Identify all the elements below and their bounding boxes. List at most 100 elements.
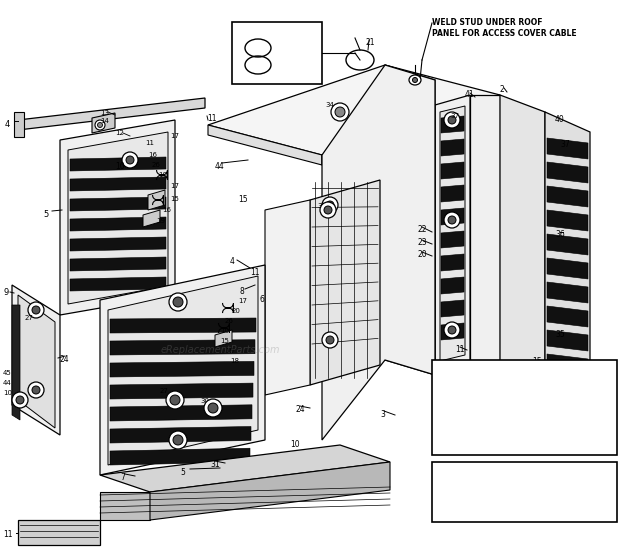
Text: 42: 42 <box>291 44 301 53</box>
Text: eReplacementParts.com: eReplacementParts.com <box>160 345 280 355</box>
Polygon shape <box>441 139 464 156</box>
Text: 21: 21 <box>236 25 249 34</box>
Text: 36: 36 <box>555 230 565 239</box>
Text: 8: 8 <box>240 287 245 296</box>
Circle shape <box>169 293 187 311</box>
Circle shape <box>16 396 24 404</box>
Bar <box>14 112 24 137</box>
Polygon shape <box>70 177 166 191</box>
Polygon shape <box>545 112 590 400</box>
Polygon shape <box>70 237 166 251</box>
Circle shape <box>326 336 334 344</box>
Circle shape <box>444 322 460 338</box>
Text: USE LOCTITE ON: USE LOCTITE ON <box>437 479 508 488</box>
Circle shape <box>122 152 138 168</box>
Circle shape <box>448 116 456 124</box>
Text: NOTE:: NOTE: <box>437 467 466 476</box>
Circle shape <box>208 403 218 413</box>
Text: 41: 41 <box>465 90 475 99</box>
Text: 10: 10 <box>3 390 12 396</box>
Polygon shape <box>70 157 166 171</box>
Circle shape <box>169 431 187 449</box>
Bar <box>432 462 617 522</box>
Text: WELD STUD UNDER ROOF: WELD STUD UNDER ROOF <box>432 18 543 27</box>
Circle shape <box>32 386 40 394</box>
Circle shape <box>448 216 456 224</box>
Polygon shape <box>18 98 205 130</box>
Circle shape <box>322 332 338 348</box>
Circle shape <box>326 201 334 209</box>
Text: NOTE:: NOTE: <box>465 366 494 375</box>
Polygon shape <box>110 448 250 465</box>
Polygon shape <box>92 113 115 133</box>
Polygon shape <box>441 231 464 248</box>
Polygon shape <box>70 217 166 231</box>
Circle shape <box>12 392 28 408</box>
Polygon shape <box>470 95 500 365</box>
Polygon shape <box>547 330 588 351</box>
Bar <box>432 360 617 455</box>
Polygon shape <box>547 186 588 207</box>
Polygon shape <box>441 254 464 271</box>
Text: 11: 11 <box>447 380 457 389</box>
Text: 22: 22 <box>417 225 427 234</box>
Polygon shape <box>547 282 588 303</box>
Polygon shape <box>547 258 588 279</box>
Polygon shape <box>547 354 588 375</box>
Text: 37: 37 <box>450 113 459 119</box>
Polygon shape <box>265 200 310 395</box>
Text: 43: 43 <box>291 26 301 35</box>
Text: 15: 15 <box>220 338 229 344</box>
Circle shape <box>331 103 349 121</box>
Text: 2: 2 <box>500 85 505 94</box>
Circle shape <box>204 399 222 417</box>
Circle shape <box>28 382 44 398</box>
Text: 6: 6 <box>260 295 265 304</box>
Polygon shape <box>441 185 464 202</box>
Text: 11: 11 <box>145 140 154 146</box>
Text: 37: 37 <box>560 140 570 149</box>
Polygon shape <box>440 106 465 361</box>
Text: 15: 15 <box>238 195 247 204</box>
Polygon shape <box>500 95 545 382</box>
Text: 3: 3 <box>380 410 385 419</box>
Circle shape <box>166 391 184 409</box>
Polygon shape <box>18 295 55 428</box>
Text: 26: 26 <box>225 318 234 324</box>
Text: 17: 17 <box>238 298 247 304</box>
Circle shape <box>173 297 183 307</box>
Text: 10: 10 <box>158 172 167 178</box>
Polygon shape <box>100 445 390 492</box>
Text: 13: 13 <box>100 110 109 116</box>
Text: 9: 9 <box>3 288 8 297</box>
Text: 20: 20 <box>232 308 241 314</box>
Text: 27: 27 <box>25 315 34 321</box>
Circle shape <box>444 112 460 128</box>
Polygon shape <box>441 116 464 133</box>
Text: 40: 40 <box>555 115 565 124</box>
Polygon shape <box>208 125 322 165</box>
Polygon shape <box>100 492 150 520</box>
Text: 15: 15 <box>532 357 541 366</box>
Text: 4: 4 <box>5 120 10 129</box>
Text: 7: 7 <box>120 473 125 482</box>
Ellipse shape <box>409 75 421 85</box>
Circle shape <box>126 156 134 164</box>
Polygon shape <box>441 208 464 225</box>
Circle shape <box>412 78 417 83</box>
Polygon shape <box>150 462 390 520</box>
Polygon shape <box>110 405 252 421</box>
Text: 17: 17 <box>170 183 179 189</box>
Polygon shape <box>148 190 165 210</box>
Polygon shape <box>322 65 435 440</box>
Text: 30: 30 <box>200 398 209 404</box>
Polygon shape <box>12 285 60 435</box>
Circle shape <box>335 107 345 117</box>
Circle shape <box>98 123 103 127</box>
Polygon shape <box>110 362 254 377</box>
Polygon shape <box>435 95 470 375</box>
Text: 44: 44 <box>215 162 225 171</box>
Circle shape <box>28 302 44 318</box>
Text: 10: 10 <box>220 328 229 334</box>
Polygon shape <box>441 300 464 317</box>
